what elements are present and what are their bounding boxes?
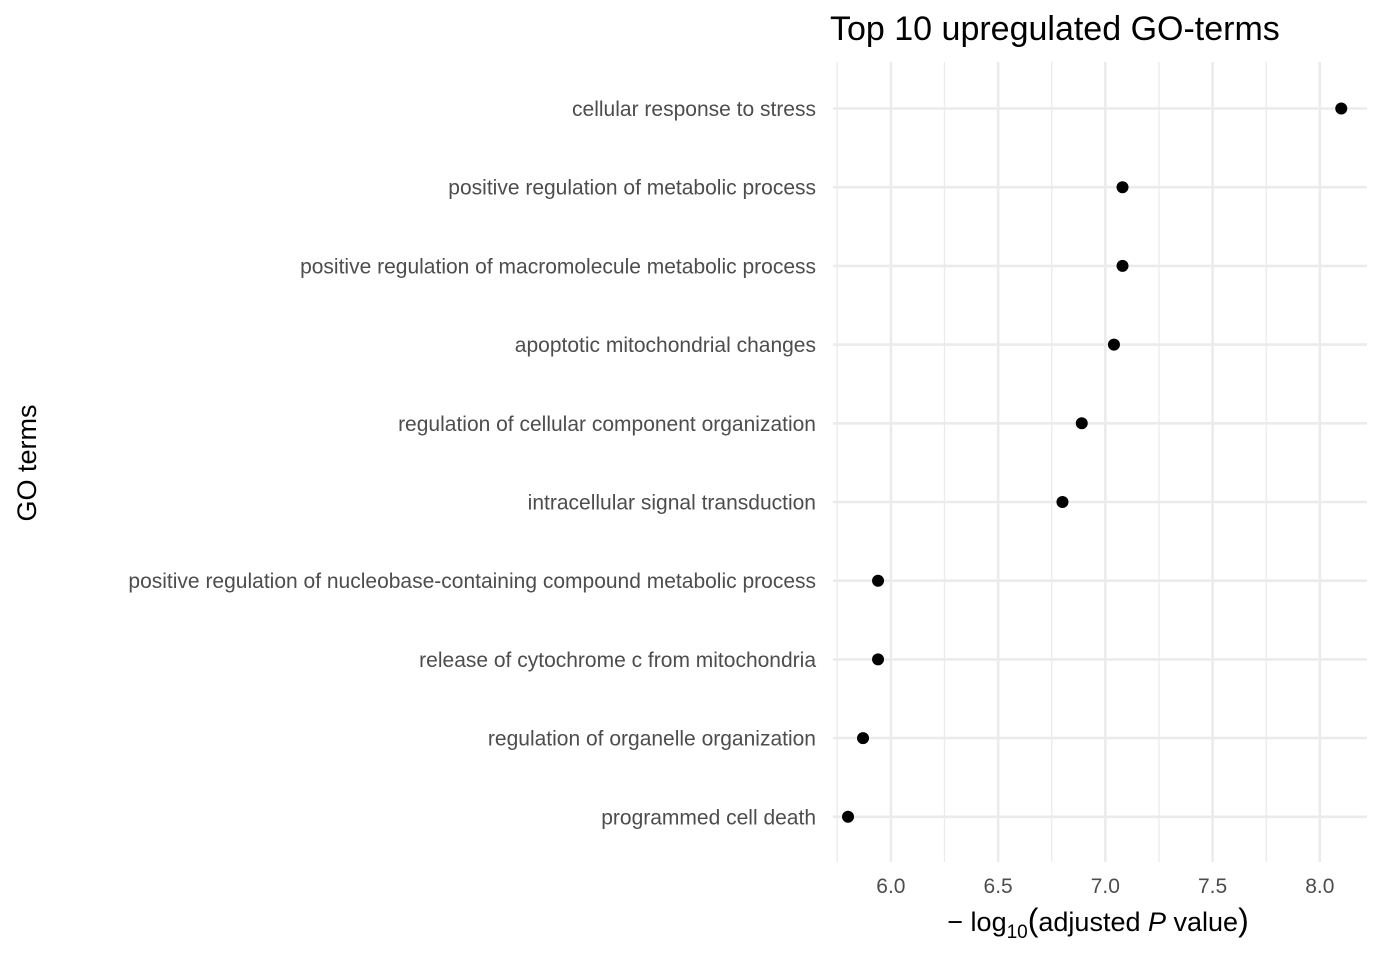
- x-tick-label: 6.0: [876, 875, 905, 898]
- x-tick-label: 7.0: [1091, 875, 1120, 898]
- category-label: positive regulation of macromolecule met…: [300, 255, 816, 278]
- x-tick-label: 7.5: [1198, 875, 1227, 898]
- category-labels: cellular response to stress positive regu…: [128, 98, 816, 829]
- category-label: apoptotic mitochondrial changes: [515, 334, 816, 357]
- x-tick-label: 8.0: [1305, 875, 1334, 898]
- data-point: [842, 810, 855, 823]
- category-label: positive regulation of metabolic process: [448, 177, 816, 200]
- data-point: [1335, 102, 1348, 115]
- category-label: regulation of organelle organization: [488, 728, 816, 751]
- major-gridlines: [833, 62, 1367, 862]
- data-point: [1075, 417, 1088, 430]
- x-tick-labels: 6.0 6.5 7.0 7.5 8.0: [876, 875, 1334, 898]
- data-point: [872, 574, 885, 587]
- category-label: intracellular signal transduction: [528, 492, 816, 515]
- category-label: regulation of cellular component organiz…: [398, 413, 816, 436]
- data-point: [872, 653, 885, 666]
- x-axis-title-close-paren: ): [1238, 902, 1249, 938]
- minor-gridlines: [836, 62, 1267, 862]
- x-axis-title-subscript: 10: [1007, 922, 1028, 943]
- category-label: programmed cell death: [601, 806, 816, 829]
- data-point: [1116, 259, 1129, 272]
- data-point: [1116, 181, 1129, 194]
- y-axis-title: GO terms: [12, 404, 42, 521]
- x-axis-title-prefix: − log: [947, 907, 1006, 937]
- x-axis-title-post-italic: value: [1166, 907, 1238, 937]
- category-label: cellular response to stress: [572, 98, 816, 121]
- x-axis-title-open-paren: (: [1028, 902, 1039, 938]
- data-point: [1056, 496, 1069, 508]
- data-point: [1107, 338, 1120, 351]
- category-label: release of cytochrome c from mitochondri…: [419, 649, 816, 672]
- data-points: [842, 102, 1348, 823]
- chart-title: Top 10 upregulated GO-terms: [830, 10, 1280, 48]
- x-axis-title: − log10(adjusted P value): [947, 902, 1248, 943]
- x-axis-title-italic: P: [1148, 907, 1166, 937]
- data-point: [857, 732, 870, 745]
- category-label: positive regulation of nucleobase-contai…: [128, 570, 816, 593]
- x-axis-title-pre-italic: adjusted: [1038, 907, 1148, 937]
- x-tick-label: 6.5: [984, 875, 1013, 898]
